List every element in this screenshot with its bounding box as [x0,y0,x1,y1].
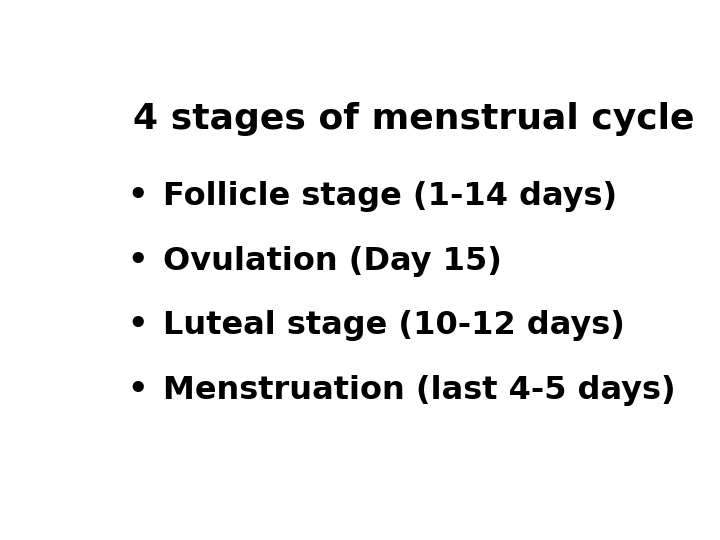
Text: Luteal stage (10-12 days): Luteal stage (10-12 days) [163,310,624,341]
Text: •: • [127,375,148,406]
Text: •: • [127,246,148,276]
Text: Menstruation (last 4-5 days): Menstruation (last 4-5 days) [163,375,675,406]
Text: •: • [127,181,148,212]
Text: 4 stages of menstrual cycle: 4 stages of menstrual cycle [133,102,694,136]
Text: Ovulation (Day 15): Ovulation (Day 15) [163,246,501,276]
Text: •: • [127,310,148,341]
Text: Follicle stage (1-14 days): Follicle stage (1-14 days) [163,181,616,212]
